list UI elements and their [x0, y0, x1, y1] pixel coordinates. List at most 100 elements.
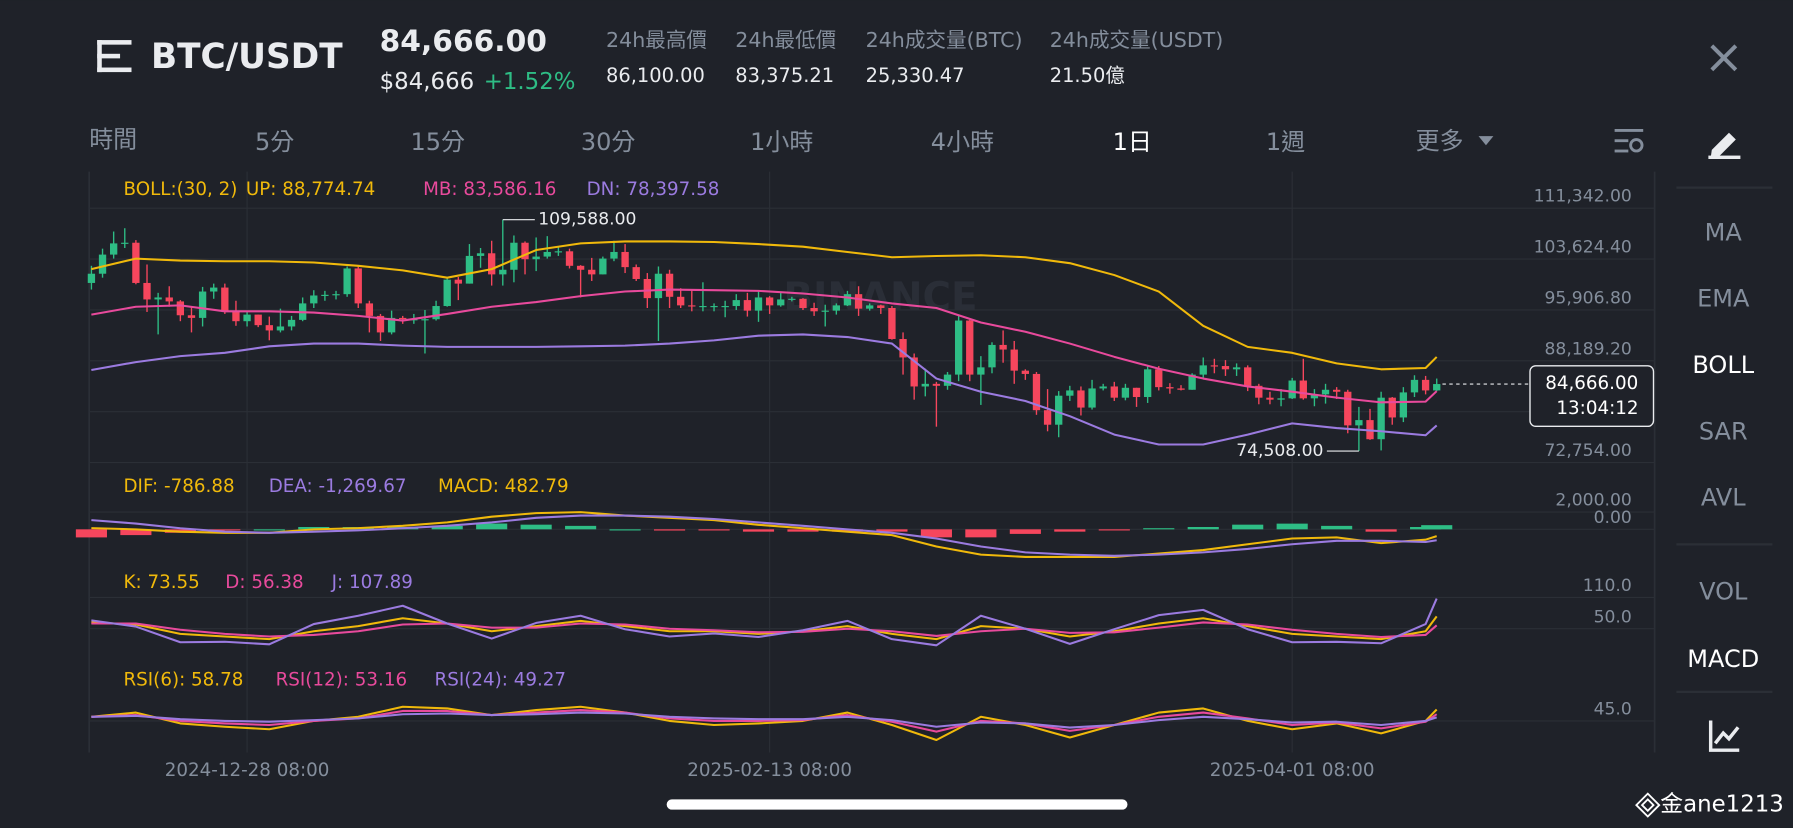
legend-entry: RSI(6): 58.78	[123, 669, 243, 690]
macd-bar	[1098, 529, 1130, 531]
dropdown-arrow	[1478, 136, 1494, 146]
macd-bar	[120, 529, 152, 536]
candle-body	[198, 291, 207, 318]
indicator-button[interactable]: SAR	[1699, 417, 1748, 445]
candle-body	[877, 305, 885, 309]
candle-body	[176, 301, 185, 316]
legend-entry: DIF: -786.88	[123, 476, 234, 497]
pair[interactable]: BTC/USDT	[151, 37, 343, 77]
candle-body	[966, 320, 974, 375]
candle-body	[576, 265, 585, 270]
last-price: 84,666.00	[380, 24, 547, 59]
indicator-button-active[interactable]: BOLL	[1692, 351, 1754, 379]
candle-body	[476, 253, 485, 256]
last-price-label: 84,666.00	[1545, 373, 1638, 394]
macd-bar	[831, 529, 864, 532]
candle-body	[699, 306, 707, 308]
x-tick-label: 2025-02-13 08:00	[687, 760, 852, 781]
candle-body	[1277, 398, 1285, 400]
candle-body	[1244, 367, 1252, 386]
chart-type-icon[interactable]	[1708, 720, 1740, 752]
y-tick-label: 72,754.00	[1545, 441, 1632, 461]
macd-bar	[1365, 529, 1397, 532]
candle-body	[1310, 394, 1319, 399]
candle-body	[888, 308, 896, 339]
price-change: +1.52%	[484, 69, 576, 95]
candle-body	[87, 273, 96, 283]
candle-body	[221, 287, 229, 311]
macd-bar	[298, 526, 330, 530]
candle-body	[1099, 386, 1107, 389]
candle-body	[1321, 389, 1330, 395]
y-tick-label: 2,000.00	[1555, 491, 1631, 511]
legend-entry: MACD: 482.79	[438, 476, 569, 497]
y-tick-label: 45.0	[1594, 699, 1632, 719]
candle-body	[977, 367, 985, 375]
y-tick-label: 110.0	[1583, 576, 1632, 596]
indicator-button[interactable]: EMA	[1697, 285, 1750, 313]
menu-icon[interactable]	[97, 40, 132, 73]
indicator-line	[91, 511, 1438, 558]
chart-settings-icon[interactable]	[1614, 128, 1644, 153]
candle-body	[632, 267, 640, 279]
macd-bar	[965, 529, 997, 538]
macd-bar	[209, 529, 241, 531]
tab[interactable]: 30分	[581, 128, 636, 156]
candle-body	[643, 278, 651, 299]
stat-label: 24h成交量(USDT)	[1050, 28, 1224, 52]
y-tick-label: 111,342.00	[1534, 187, 1632, 207]
indicator-button[interactable]: AVL	[1701, 484, 1746, 512]
legend-entry: D: 56.38	[225, 572, 303, 593]
candle-body	[899, 338, 907, 358]
candle-body	[1255, 385, 1263, 398]
macd-bar	[653, 529, 686, 531]
indicator-line	[91, 240, 1438, 371]
tab[interactable]: 1週	[1266, 128, 1305, 156]
candle-body	[777, 299, 785, 306]
candle-body	[910, 357, 918, 387]
candle-body	[1377, 397, 1385, 440]
candle-body	[432, 306, 440, 320]
candle-body	[1155, 369, 1163, 388]
indicator-button[interactable]: VOL	[1699, 577, 1748, 605]
macd-bar	[1187, 526, 1219, 530]
candle-body	[599, 258, 607, 275]
candle-body	[1344, 391, 1352, 426]
candle-body	[1177, 388, 1185, 390]
tab[interactable]: 1小時	[750, 128, 813, 156]
candle-body	[1299, 380, 1307, 399]
tab-active[interactable]: 1日	[1113, 128, 1152, 156]
candle-body	[943, 374, 952, 386]
candle-body	[866, 305, 874, 309]
candle-body	[1199, 365, 1207, 375]
candle-body	[810, 308, 818, 312]
indicator-button[interactable]: MA	[1705, 218, 1743, 246]
candle-body	[1210, 365, 1219, 367]
legend-entry: J: 107.89	[331, 572, 413, 593]
tab[interactable]: 15分	[411, 128, 466, 156]
tab[interactable]: 5分	[255, 128, 294, 156]
legend-entry: RSI(12): 53.16	[276, 669, 408, 690]
candle-body	[788, 298, 796, 300]
macd-bar	[1143, 528, 1175, 530]
close-button[interactable]	[1710, 44, 1738, 72]
candle-body	[743, 300, 752, 311]
indicator-line	[91, 333, 1438, 446]
tab[interactable]: 4小時	[931, 128, 994, 156]
legend-entry: MB: 83,586.16	[423, 179, 556, 200]
candle-body	[454, 279, 462, 284]
indicator-button-active[interactable]: MACD	[1687, 645, 1759, 673]
indicator-title: BOLL:(30, 2)	[123, 179, 237, 200]
candle-body	[488, 253, 496, 275]
candle-body	[121, 242, 129, 244]
candle-body	[1399, 392, 1408, 418]
candle-body	[1055, 395, 1063, 425]
x-tick-label: 2024-12-28 08:00	[165, 760, 330, 781]
candle-body	[265, 325, 273, 331]
draw-tool-icon[interactable]	[1708, 132, 1741, 160]
candle-body	[387, 317, 396, 333]
indicator-line	[91, 598, 1438, 647]
more-tab[interactable]: 更多	[1416, 127, 1464, 155]
candle-body	[999, 344, 1007, 350]
tab[interactable]: 時間	[89, 126, 137, 154]
